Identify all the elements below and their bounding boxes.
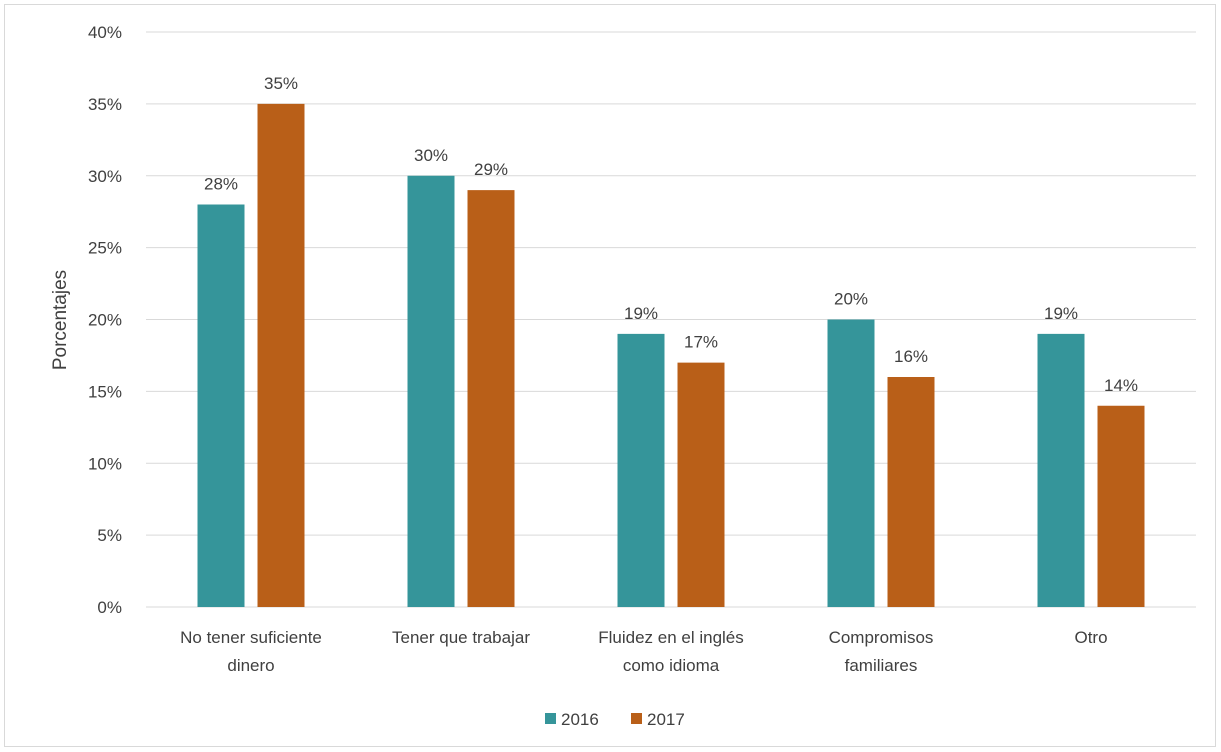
legend-swatch	[631, 713, 642, 724]
x-category-label: dinero	[227, 656, 274, 675]
gridlines	[146, 31, 1196, 608]
x-category-label: Fluidez en el inglés	[598, 628, 744, 647]
bars	[197, 103, 1145, 607]
y-tick-label: 25%	[88, 239, 122, 258]
bar	[257, 103, 305, 607]
data-label: 20%	[834, 290, 868, 309]
data-label: 19%	[1044, 304, 1078, 323]
bar	[1097, 405, 1145, 607]
y-tick-label: 40%	[88, 23, 122, 42]
data-label: 30%	[414, 146, 448, 165]
data-label: 35%	[264, 74, 298, 93]
legend-label: 2016	[561, 710, 599, 729]
y-tick-label: 5%	[97, 526, 122, 545]
bar	[887, 377, 935, 607]
data-labels: 28% 35% 30% 29% 19% 17% 20% 16% 19% 14%	[204, 74, 1138, 395]
x-category-label: Compromisos	[829, 628, 934, 647]
y-tick-label: 0%	[97, 598, 122, 617]
bar	[617, 333, 665, 607]
legend: 2016 2017	[545, 710, 685, 729]
y-tick-label: 35%	[88, 95, 122, 114]
x-category-label: No tener suficiente	[180, 628, 322, 647]
bar	[197, 204, 245, 607]
data-label: 17%	[684, 333, 718, 352]
bar	[827, 319, 875, 607]
x-category-label: familiares	[845, 656, 918, 675]
y-tick-label: 20%	[88, 311, 122, 330]
legend-swatch	[545, 713, 556, 724]
y-axis-tick-labels: 0% 5% 10% 15% 20% 25% 30% 35% 40%	[88, 23, 122, 617]
x-category-label: como idioma	[623, 656, 720, 675]
x-axis-category-labels: No tener suficiente dinero Tener que traba…	[180, 628, 1107, 675]
bar	[407, 175, 455, 607]
x-category-label: Otro	[1074, 628, 1107, 647]
y-tick-label: 30%	[88, 167, 122, 186]
x-category-label: Tener que trabajar	[392, 628, 530, 647]
bar	[467, 190, 515, 607]
data-label: 16%	[894, 347, 928, 366]
y-axis-title: Porcentajes	[50, 270, 71, 370]
data-label: 28%	[204, 175, 238, 194]
legend-label: 2017	[647, 710, 685, 729]
data-label: 29%	[474, 160, 508, 179]
data-label: 19%	[624, 304, 658, 323]
data-label: 14%	[1104, 376, 1138, 395]
y-tick-label: 10%	[88, 454, 122, 473]
y-tick-label: 15%	[88, 382, 122, 401]
bar	[1037, 333, 1085, 607]
bar	[677, 362, 725, 607]
